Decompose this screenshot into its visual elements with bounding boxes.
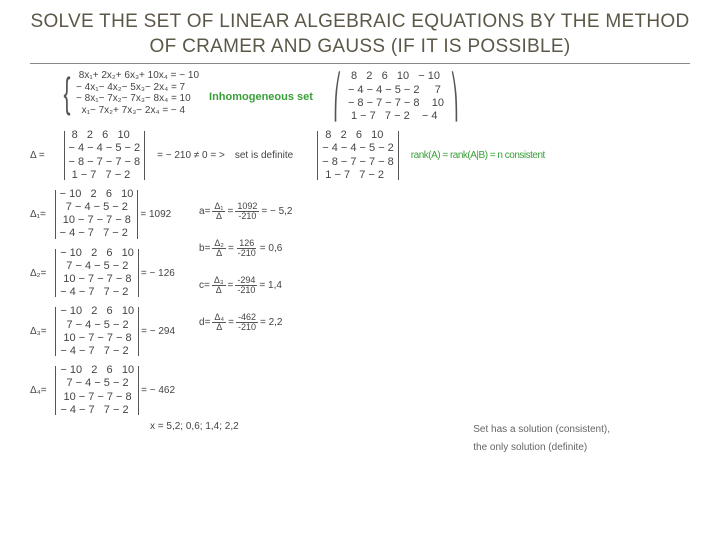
det-row: 7 − 4 − 5 − 2	[60, 319, 134, 332]
det-row: 8 2 6 10	[69, 129, 141, 142]
delta-3: Δ₃= − 10 2 6 10 7 − 4 − 5 − 2 10 − 7 − 7…	[30, 305, 175, 358]
matrix-row: 1 − 7 7 − 2 − 4	[348, 110, 444, 123]
result-left: d=	[199, 317, 210, 328]
result-c: c= Δ₃Δ = -294-210 = 1,4	[199, 276, 292, 295]
eq-mid: =	[228, 317, 234, 328]
frac-den: Δ	[214, 286, 224, 295]
det-row: − 4 − 4 − 5 − 2	[69, 142, 141, 155]
eq-line: − 4x₁− 4x₂− 5x₃− 2x₄ = 7	[76, 82, 199, 94]
det-row: − 10 2 6 10	[60, 188, 134, 201]
result-b: b= Δ₂Δ = 126-210 = 0,6	[199, 239, 292, 258]
result-ans: = 2,2	[260, 317, 283, 328]
delta-main-label: Δ =	[30, 150, 48, 161]
det-row: 7 − 4 − 5 − 2	[60, 260, 134, 273]
delta-4: Δ₄= − 10 2 6 10 7 − 4 − 5 − 2 10 − 7 − 7…	[30, 364, 175, 417]
rbracket-icon: ⎞	[450, 76, 458, 118]
det-row: − 8 − 7 − 7 − 8	[322, 156, 394, 169]
frac-den: Δ	[214, 323, 224, 332]
det-row: − 10 2 6 10	[60, 364, 134, 377]
result-left: c=	[199, 280, 210, 291]
eq-mid: =	[227, 206, 233, 217]
equation-system: { 8x₁+ 2x₂+ 6x₃+ 10x₄ = − 10 − 4x₁− 4x₂−…	[60, 70, 199, 116]
det-row: 10 − 7 − 7 − 8	[60, 332, 134, 345]
frac-den: Δ	[214, 249, 224, 258]
result-left: a=	[199, 206, 210, 217]
eq-mid: =	[228, 243, 234, 254]
eq-line: x₁− 7x₂+ 7x₃− 2x₄ = − 4	[76, 105, 199, 117]
det-row: − 4 − 7 7 − 2	[60, 345, 134, 358]
result-left: b=	[199, 243, 210, 254]
matrix-row: 8 2 6 10 − 10	[348, 70, 444, 83]
lbracket-icon: ⎛	[333, 76, 341, 118]
rank-note: rank(A) = rank(A|B) = n consistent	[411, 150, 545, 161]
delta-label: Δ₁=	[30, 209, 49, 220]
matrix-row: − 4 − 4 − 5 − 2 7	[348, 84, 444, 97]
delta-value: = − 126	[141, 268, 175, 279]
eq-line: 8x₁+ 2x₂+ 6x₃+ 10x₄ = − 10	[76, 70, 199, 82]
determinant-row: Δ = 8 2 6 10 − 4 − 4 − 5 − 2 − 8 − 7 − 7…	[30, 129, 690, 182]
solution-note-line: the only solution (definite)	[473, 439, 610, 457]
det-row: − 4 − 7 7 − 2	[60, 286, 134, 299]
brace-icon: {	[64, 72, 71, 114]
det-row: 1 − 7 7 − 2	[69, 169, 141, 182]
result-ans: = 1,4	[259, 280, 282, 291]
matrix-row: − 8 − 7 − 7 − 8 10	[348, 97, 444, 110]
title-rule	[30, 63, 690, 64]
det-row: 1 − 7 7 − 2	[322, 169, 394, 182]
delta-label: Δ₃=	[30, 326, 49, 337]
final-answer: x = 5,2; 0,6; 1,4; 2,2	[150, 421, 239, 432]
det-A: 8 2 6 10 − 4 − 4 − 5 − 2 − 8 − 7 − 7 − 8…	[62, 129, 148, 182]
delta-1: Δ₁= − 10 2 6 10 7 − 4 − 5 − 2 10 − 7 − 7…	[30, 188, 175, 241]
det-row: 10 − 7 − 7 − 8	[60, 273, 134, 286]
delta-label: Δ₄=	[30, 385, 49, 396]
det-row: 10 − 7 − 7 − 8	[60, 214, 134, 227]
frac-den: Δ	[214, 212, 224, 221]
det-row: 7 − 4 − 5 − 2	[60, 201, 134, 214]
frac-den: -210	[236, 212, 258, 221]
delta-value: = − 294	[141, 326, 175, 337]
det-row: − 8 − 7 − 7 − 8	[69, 156, 141, 169]
det-row: 7 − 4 − 5 − 2	[60, 377, 134, 390]
det-A-copy: 8 2 6 10 − 4 − 4 − 5 − 2 − 8 − 7 − 7 − 8…	[315, 129, 401, 182]
top-row: { 8x₁+ 2x₂+ 6x₃+ 10x₄ = − 10 − 4x₁− 4x₂−…	[30, 70, 690, 123]
bottom-columns: Δ₁= − 10 2 6 10 7 − 4 − 5 − 2 10 − 7 − 7…	[30, 188, 690, 417]
det-row: 8 2 6 10	[322, 129, 394, 142]
inhomogeneous-label: Inhomogeneous set	[209, 91, 313, 103]
result-ans: = − 5,2	[261, 206, 292, 217]
det-row: 10 − 7 − 7 − 8	[60, 391, 134, 404]
frac-den: -210	[236, 249, 258, 258]
det-row: − 10 2 6 10	[60, 247, 134, 260]
solution-note-line: Set has a solution (consistent),	[473, 421, 610, 439]
det-row: − 4 − 7 7 − 2	[60, 404, 134, 417]
frac-den: -210	[235, 286, 257, 295]
solution-note: Set has a solution (consistent), the onl…	[473, 421, 610, 457]
frac-den: -210	[236, 323, 258, 332]
delta-label: Δ₂=	[30, 268, 49, 279]
det-row: − 4 − 4 − 5 − 2	[322, 142, 394, 155]
det-row: − 10 2 6 10	[60, 305, 134, 318]
results-column: a= Δ₁Δ = 1092-210 = − 5,2 b= Δ₂Δ = 126-2…	[199, 188, 292, 417]
delta-value: = 1092	[140, 209, 171, 220]
result-d: d= Δ₄Δ = -462-210 = 2,2	[199, 313, 292, 332]
delta-2: Δ₂= − 10 2 6 10 7 − 4 − 5 − 2 10 − 7 − 7…	[30, 247, 175, 300]
bottom-row: x = 5,2; 0,6; 1,4; 2,2 Set has a solutio…	[30, 421, 690, 457]
det-note: set is definite	[235, 150, 293, 161]
result-ans: = 0,6	[260, 243, 283, 254]
eq-mid: =	[228, 280, 234, 291]
page-title: SOLVE THE SET OF LINEAR ALGEBRAIC EQUATI…	[30, 10, 690, 59]
det-row: − 4 − 7 7 − 2	[60, 227, 134, 240]
det-result: = − 210 ≠ 0 = >	[157, 150, 225, 161]
delta-value: = − 462	[141, 385, 175, 396]
result-a: a= Δ₁Δ = 1092-210 = − 5,2	[199, 202, 292, 221]
eq-line: − 8x₁− 7x₂− 7x₃− 8x₄ = 10	[76, 93, 199, 105]
augmented-matrix: ⎛ 8 2 6 10 − 10 − 4 − 4 − 5 − 2 7 − 8 − …	[327, 70, 465, 123]
deltas-column: Δ₁= − 10 2 6 10 7 − 4 − 5 − 2 10 − 7 − 7…	[30, 188, 175, 417]
